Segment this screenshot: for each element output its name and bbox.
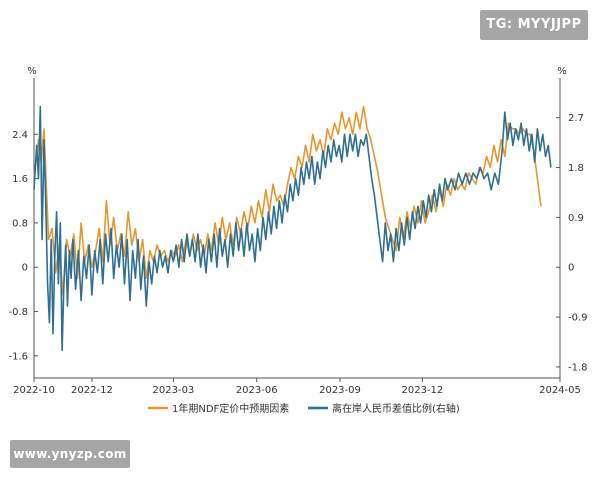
legend-item-ndf-expectation: 1年期NDF定价中预期因素: [148, 402, 289, 415]
right-tick-label: 1.8: [568, 163, 584, 174]
left-tick-label: 0.8: [12, 218, 28, 229]
legend-label: 离在岸人民币差值比例(右轴): [332, 402, 460, 415]
left-tick-label: 1.6: [12, 174, 28, 185]
right-tick-label: -0.9: [568, 313, 588, 324]
x-tick-label: 2024-05: [539, 385, 581, 396]
left-tick-label: -1.6: [8, 351, 28, 362]
series-layer: [33, 105, 552, 352]
x-tick-label: 2023-12: [401, 385, 443, 396]
x-tick-label: 2023-06: [236, 385, 278, 396]
x-tick-label: 2022-10: [13, 385, 55, 396]
watermark-telegram: TG: MYYJJPP: [480, 10, 588, 40]
legend-label: 1年期NDF定价中预期因素: [172, 402, 289, 415]
right-tick-label: 0.9: [568, 213, 584, 224]
left-tick-label: 0: [22, 263, 28, 274]
x-tick-label: 2022-12: [71, 385, 113, 396]
x-tick-label: 2023-09: [319, 385, 361, 396]
chart-axes: % % 2.4 1.6 0.8 0 -0.8 -1.6 2.7 1.8 0.9 0 -0.9 -1.8 20…: [8, 66, 587, 396]
left-axis-unit: %: [27, 66, 37, 77]
right-tick-label: -1.8: [568, 362, 588, 373]
right-tick-label: 2.7: [568, 113, 584, 124]
series-line-ndf-expectation: [33, 105, 542, 296]
legend-item-cnh-cny-spread: 离在岸人民币差值比例(右轴): [308, 402, 460, 415]
left-tick-label: 2.4: [12, 130, 28, 141]
x-tick-label: 2023-03: [153, 385, 195, 396]
right-axis-unit: %: [557, 66, 567, 77]
series-line-cnh-cny-spread: [33, 105, 552, 352]
watermark-website: www.ynyzp.com: [10, 440, 130, 468]
chart-legend: 1年期NDF定价中预期因素 离在岸人民币差值比例(右轴): [148, 402, 460, 415]
left-tick-label: -0.8: [8, 307, 28, 318]
right-tick-label: 0: [568, 263, 574, 274]
